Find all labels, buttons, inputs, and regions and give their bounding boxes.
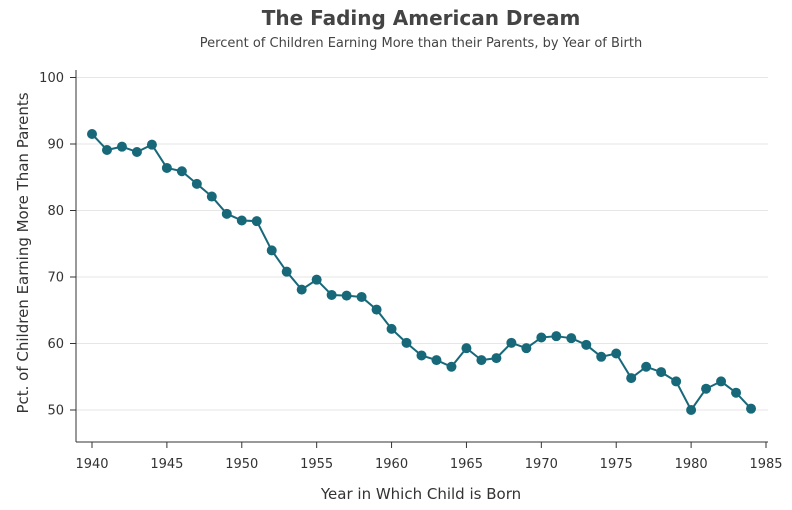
- x-tick-label: 1975: [600, 457, 633, 472]
- data-point: [101, 144, 112, 155]
- data-point: [311, 274, 322, 285]
- data-point: [551, 331, 562, 342]
- y-tick-label: 80: [47, 204, 64, 219]
- chart-subtitle: Percent of Children Earning More than th…: [199, 36, 643, 51]
- data-point: [371, 304, 382, 315]
- y-tick-label: 90: [47, 138, 64, 153]
- x-tick-label: 1985: [749, 457, 782, 472]
- data-point: [251, 216, 262, 227]
- data-point: [701, 383, 712, 394]
- data-point: [566, 333, 577, 344]
- data-point: [461, 343, 472, 354]
- y-ticks: 50 60 70 80 90 100: [39, 71, 76, 419]
- data-point: [431, 355, 442, 366]
- y-tick-label: 70: [47, 271, 64, 286]
- y-tick-label: 100: [39, 71, 64, 86]
- data-point: [746, 403, 757, 414]
- data-point: [491, 353, 502, 364]
- data-point: [416, 350, 427, 361]
- x-tick-label: 1960: [375, 457, 408, 472]
- data-point: [176, 166, 187, 177]
- x-tick-label: 1980: [675, 457, 708, 472]
- data-point: [596, 351, 607, 362]
- data-point: [386, 323, 397, 334]
- data-point: [536, 332, 547, 343]
- data-point: [206, 191, 217, 202]
- y-tick-label: 60: [47, 337, 64, 352]
- data-point: [716, 376, 727, 387]
- x-tick-label: 1955: [300, 457, 333, 472]
- y-tick-label: 50: [47, 404, 64, 419]
- data-point: [446, 361, 457, 372]
- data-point: [116, 141, 127, 152]
- x-tick-label: 1940: [75, 457, 108, 472]
- x-tick-label: 1945: [150, 457, 183, 472]
- data-point: [131, 146, 142, 157]
- data-point: [236, 215, 247, 226]
- data-point: [731, 387, 742, 398]
- data-point: [221, 208, 232, 219]
- grid-lines: [76, 77, 768, 411]
- data-point: [266, 245, 277, 256]
- axes: [75, 70, 768, 443]
- x-tick-label: 1950: [225, 457, 258, 472]
- data-point: [521, 343, 532, 354]
- data-point: [341, 290, 352, 301]
- data-point: [191, 178, 202, 189]
- data-point: [356, 291, 367, 302]
- data-point: [506, 337, 517, 348]
- data-point: [146, 139, 157, 150]
- data-point: [641, 361, 652, 372]
- y-axis-label: Pct. of Children Earning More Than Paren…: [14, 92, 32, 413]
- series-line: [91, 133, 752, 411]
- data-point: [581, 339, 592, 350]
- data-point: [401, 337, 412, 348]
- chart-title: The Fading American Dream: [261, 6, 581, 30]
- x-tick-label: 1970: [525, 457, 558, 472]
- data-point: [161, 162, 172, 173]
- data-point: [476, 355, 487, 366]
- data-point: [626, 373, 637, 384]
- data-point: [326, 289, 337, 300]
- data-point: [686, 405, 697, 415]
- data-series: [87, 129, 757, 415]
- data-point: [671, 376, 682, 387]
- x-tick-label: 1965: [450, 457, 483, 472]
- x-axis-label: Year in Which Child is Born: [320, 485, 521, 503]
- data-point: [296, 284, 307, 295]
- data-point: [87, 129, 97, 140]
- data-point: [656, 367, 667, 378]
- data-point: [281, 266, 292, 277]
- data-point: [611, 348, 622, 359]
- x-ticks: 1940 1945 1950 1955 1960 1965 1970 1975 1980 1985: [75, 442, 783, 472]
